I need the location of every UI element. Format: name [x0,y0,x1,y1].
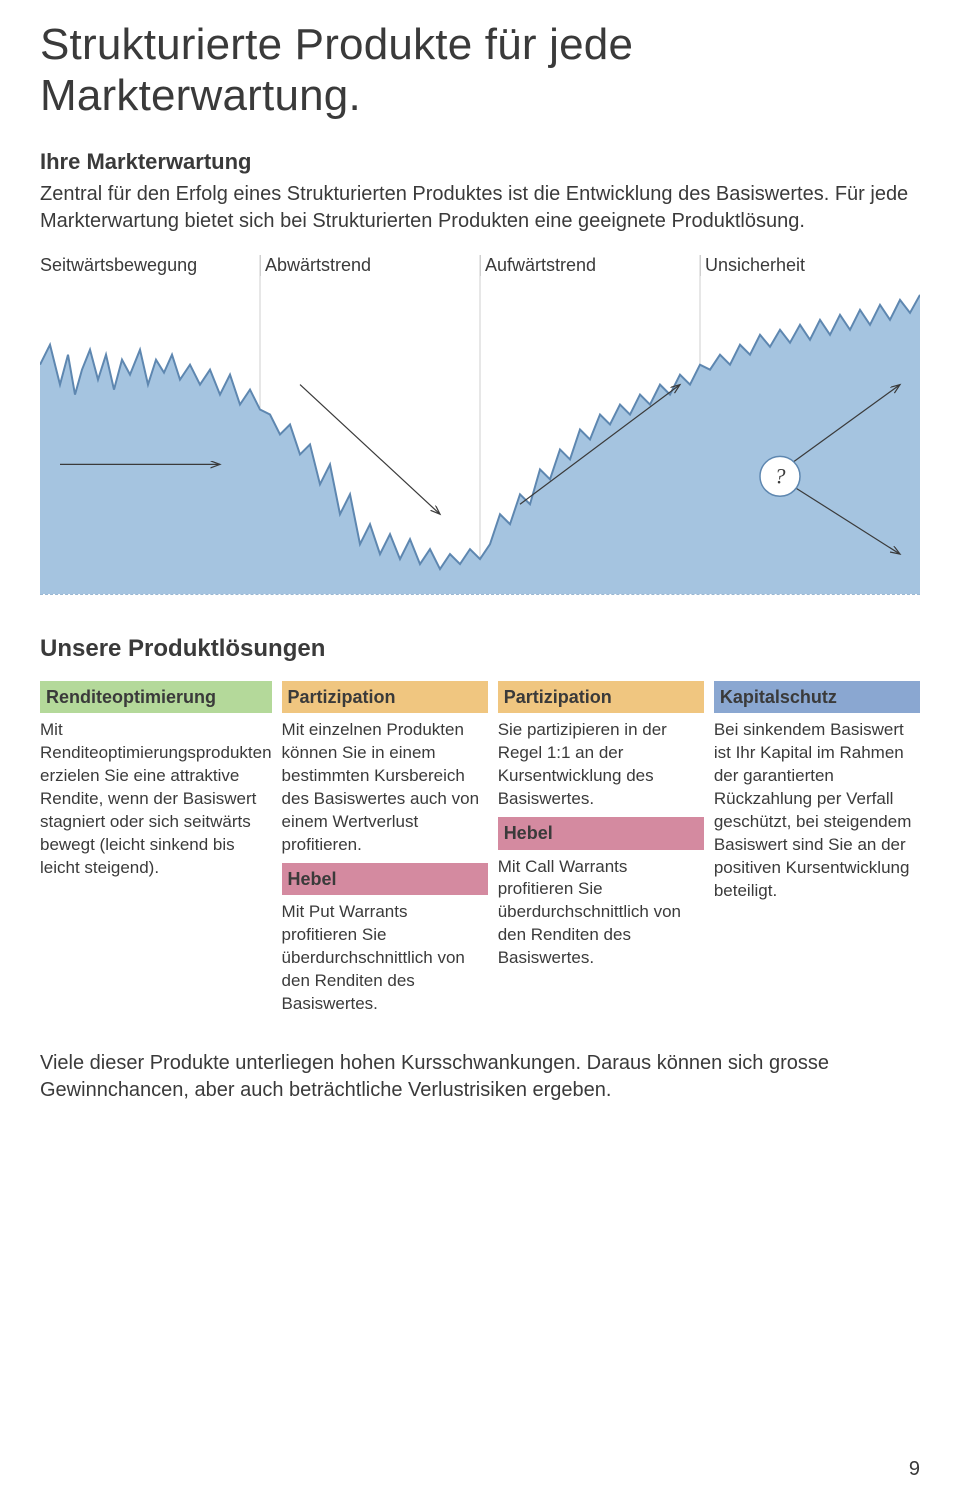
solution-col: Kapitalschutz Bei sinkendem Basiswert is… [714,681,920,1022]
chart-label: Aufwärtstrend [480,255,700,276]
solution-text: Sie partizipieren in der Regel 1:1 an de… [498,719,704,811]
badge-hebel: Hebel [498,817,704,849]
solution-text: Mit Call Warrants profitieren Sie überdu… [498,856,704,971]
chart-label: Unsicherheit [700,255,920,276]
solution-text: Mit Renditeoptimierungsprodukten erziele… [40,719,272,880]
solutions-heading: Unsere Produktlösungen [40,635,920,663]
badge-hebel: Hebel [282,863,488,895]
solution-text: Mit Put Warrants profitieren Sie überdur… [282,901,488,1016]
chart-label: Seitwärtsbewegung [40,255,260,276]
badge-partizipation: Partizipation [282,681,488,713]
badge-kapitalschutz: Kapitalschutz [714,681,920,713]
chart-label: Abwärtstrend [260,255,480,276]
page-number: 9 [909,1458,920,1481]
solution-col: Partizipation Sie partizipieren in der R… [498,681,704,1022]
intro-text: Zentral für den Erfolg eines Strukturier… [40,181,920,235]
solution-col: Renditeoptimierung Mit Renditeoptimierun… [40,681,272,1022]
page-title: Strukturierte Produkte für jede Markterw… [40,20,920,121]
solution-col: Partizipation Mit einzelnen Produkten kö… [282,681,488,1022]
svg-text:?: ? [774,464,785,489]
chart-label-row: Seitwärtsbewegung Abwärtstrend Aufwärtst… [40,255,920,276]
solution-text: Mit einzelnen Produkten können Sie in ei… [282,719,488,857]
subheading: Ihre Markterwartung [40,149,920,175]
market-chart: Seitwärtsbewegung Abwärtstrend Aufwärtst… [40,255,920,595]
badge-partizipation: Partizipation [498,681,704,713]
badge-renditeoptimierung: Renditeoptimierung [40,681,272,713]
solutions-columns: Renditeoptimierung Mit Renditeoptimierun… [40,681,920,1022]
chart-svg: ? [40,255,920,594]
footnote: Viele dieser Produkte unterliegen hohen … [40,1050,920,1104]
solution-text: Bei sinkendem Basiswert ist Ihr Kapital … [714,719,920,903]
